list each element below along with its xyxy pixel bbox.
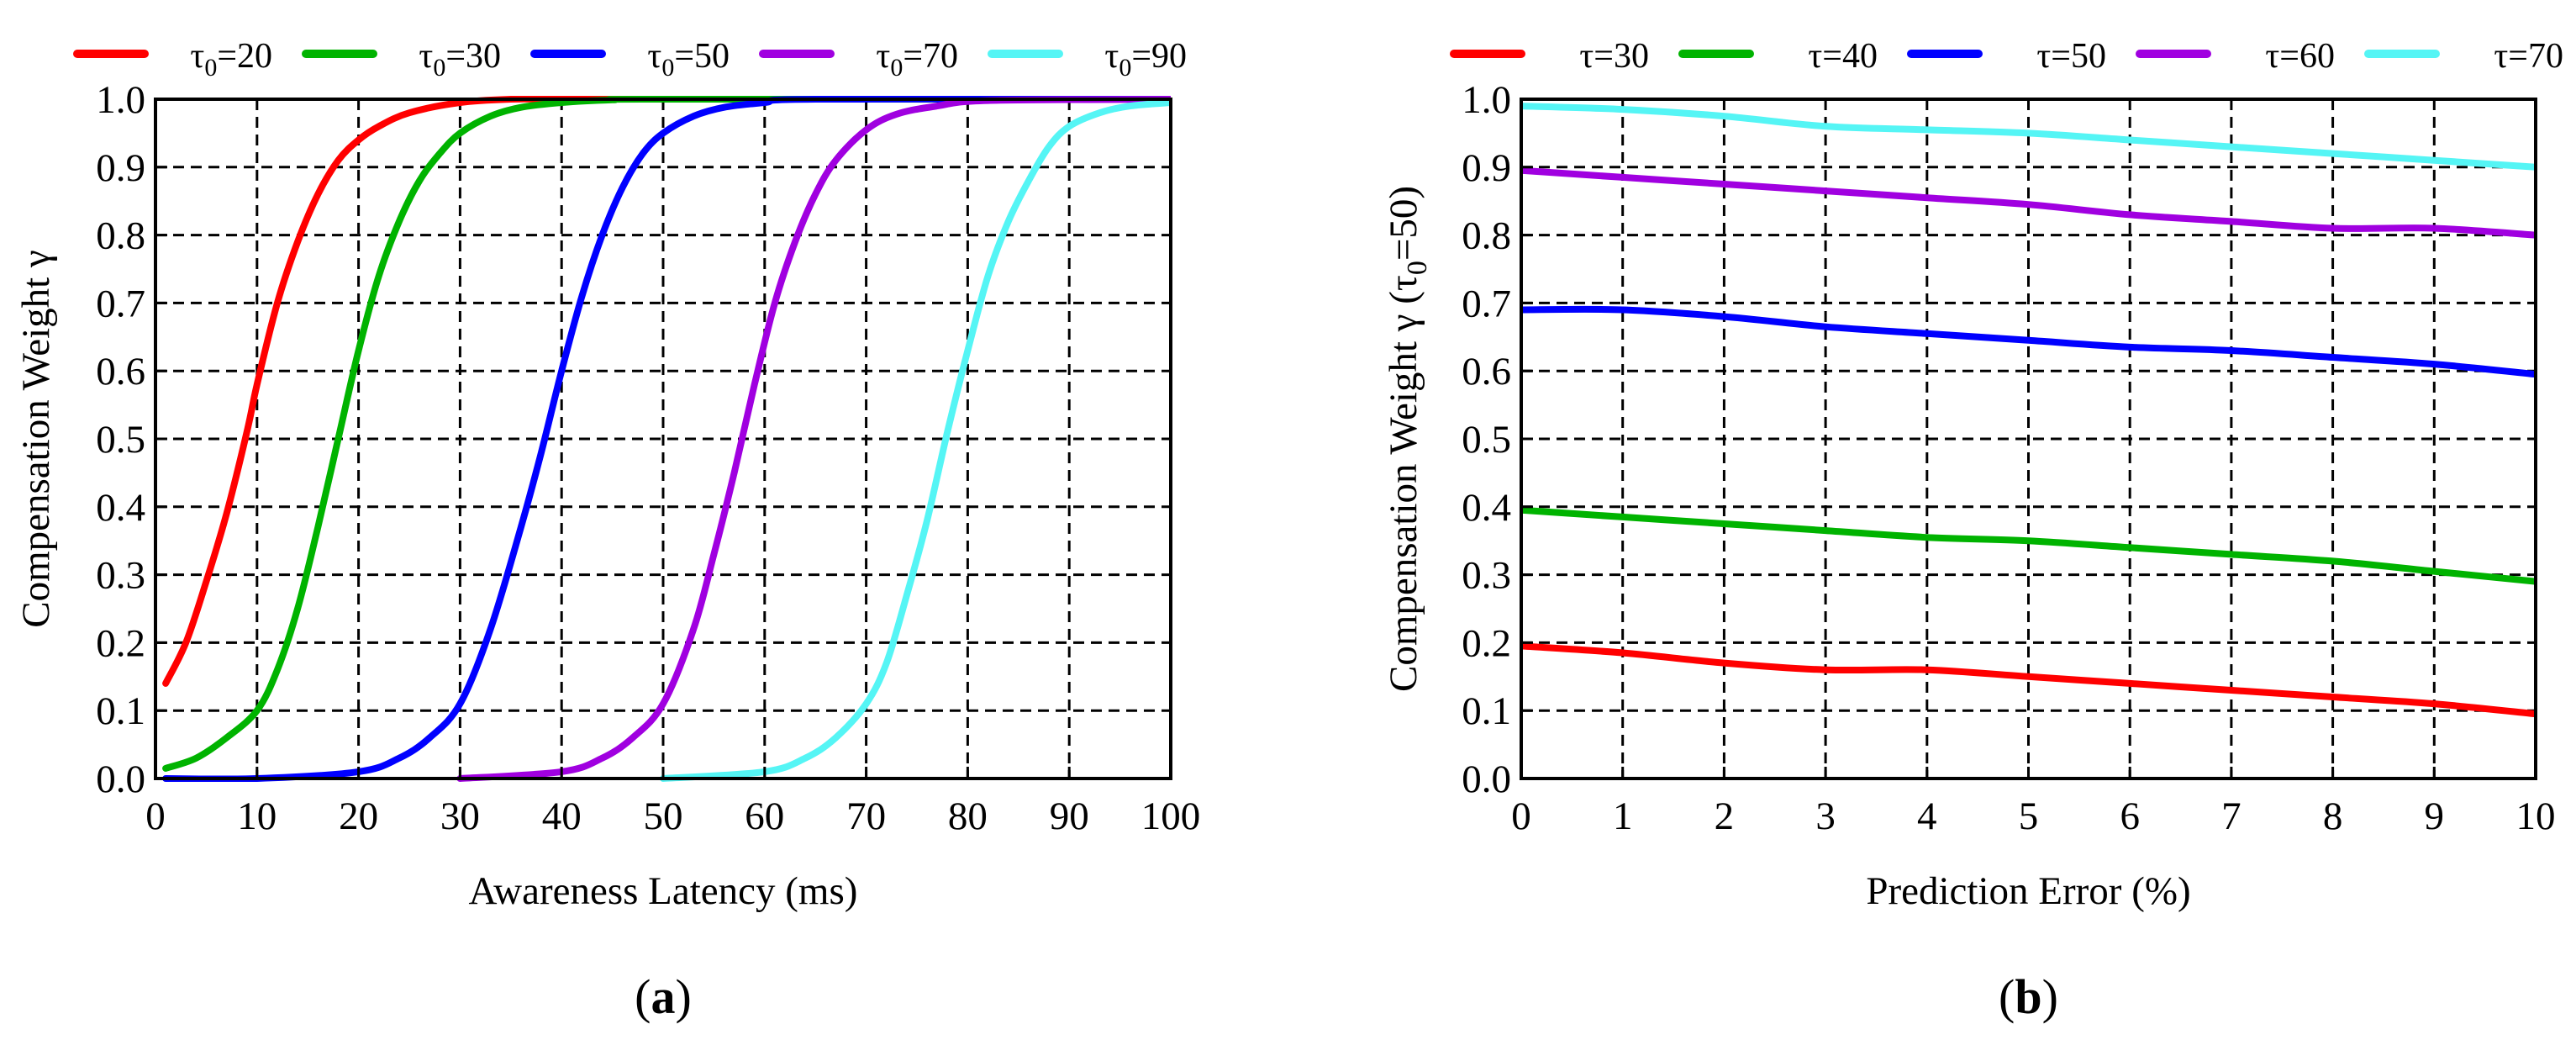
legend-label-1: τ0=20 [190, 37, 272, 82]
y-axis-label-part: =50) [1382, 186, 1425, 261]
legend-label-symbol: τ [190, 37, 204, 76]
legend-label-rest: =70 [903, 37, 958, 76]
y-tick-label: 0.9 [1462, 146, 1511, 190]
series-line-1 [162, 96, 1171, 687]
x-axis-label: Awareness Latency (ms) [469, 869, 858, 913]
y-axis-label: Compensation Weight γ [14, 250, 58, 628]
y-tick-label: 0.4 [1462, 486, 1511, 530]
panel-label: (b) [1999, 969, 2058, 1024]
series-line-4 [1521, 166, 2536, 239]
legend-label-rest: =50 [674, 37, 730, 76]
x-tick-label: 2 [1715, 794, 1735, 838]
x-tick-label: 6 [2120, 794, 2140, 838]
x-axis-label: Prediction Error (%) [1866, 869, 2190, 913]
x-tick-label: 100 [1141, 794, 1201, 838]
legend-label-4: τ0=70 [876, 37, 958, 82]
y-tick-label: 0.9 [96, 146, 145, 190]
y-axis-label-symbol: τ [1382, 275, 1425, 291]
legend-label-1: τ=30 [1579, 37, 1649, 76]
legend-label-symbol: τ [1104, 37, 1119, 76]
legend-label-4: τ=60 [2265, 37, 2335, 76]
series-line-4 [456, 96, 1171, 782]
legend-label-symbol: τ [647, 37, 661, 76]
y-tick-label: 0.6 [1462, 350, 1511, 393]
x-tick-label: 9 [2425, 794, 2445, 838]
panel-label-paren: ) [676, 969, 692, 1024]
y-tick-label: 0.3 [96, 554, 145, 598]
x-tick-label: 60 [745, 794, 784, 838]
y-tick-label: 0.6 [96, 350, 145, 393]
panel-label-letter: a [651, 969, 676, 1024]
legend-label-subscript: 0 [204, 54, 217, 82]
legend-label-subscript: 0 [890, 54, 903, 82]
y-tick-label: 1.0 [96, 78, 145, 122]
panel-label-paren: ( [1999, 969, 2015, 1024]
chart-panel-a: 0 10 20 30 40 50 60 70 80 90 100 0.0 0.1 0.2 0.3 0.4 0.5… [14, 37, 1200, 1024]
x-tick-label: 30 [440, 794, 480, 838]
y-tick-label: 0.0 [1462, 757, 1511, 801]
series-line-5 [1521, 103, 2536, 171]
x-tick-label: 10 [2516, 794, 2556, 838]
y-axis-label-subscript: 0 [1402, 261, 1433, 275]
x-tick-label: 20 [339, 794, 378, 838]
x-tick-label: 5 [2019, 794, 2039, 838]
legend-label-symbol: τ [419, 37, 433, 76]
legend-label-rest: =30 [445, 37, 501, 76]
legend-label-2: τ=40 [1808, 37, 1878, 76]
y-tick-label: 0.8 [1462, 214, 1511, 258]
chart-panel-b: 0 1 2 3 4 5 6 7 8 9 10 0.0 0.1 0.2 0.3 0.4 0.5 0.6 0.7 0.8 0… [1382, 37, 2563, 1024]
legend-label-3: τ0=50 [647, 37, 730, 82]
panel-label-paren: ) [2042, 969, 2058, 1024]
y-tick-label: 0.0 [96, 757, 145, 801]
y-tick-label: 0.3 [1462, 554, 1511, 598]
x-tick-label: 4 [1917, 794, 1937, 838]
x-tick-label: 7 [2221, 794, 2241, 838]
x-tick-label: 0 [1511, 794, 1531, 838]
x-tick-label: 3 [1815, 794, 1836, 838]
y-tick-label: 0.8 [96, 214, 145, 258]
y-tick-label: 0.1 [96, 689, 145, 733]
x-tick-label: 0 [145, 794, 166, 838]
legend-label-5: τ=70 [2494, 37, 2563, 76]
x-tick-label: 50 [644, 794, 683, 838]
x-tick-label: 1 [1613, 794, 1633, 838]
panel-label-letter: b [2015, 969, 2041, 1024]
panel-label: (a) [635, 969, 692, 1024]
y-tick-label: 0.5 [1462, 418, 1511, 462]
y-axis-label: Compensation Weight γ (τ0=50) [1382, 186, 1433, 692]
legend-label-rest: =20 [217, 37, 272, 76]
legend-label-symbol: τ [876, 37, 890, 76]
legend-label-subscript: 0 [661, 54, 674, 82]
series-line-3 [1521, 305, 2536, 378]
x-tick-label: 80 [948, 794, 988, 838]
legend-label-subscript: 0 [1119, 54, 1131, 82]
series-line-3 [162, 96, 1171, 782]
legend-label-3: τ=50 [2036, 37, 2106, 76]
y-tick-label: 0.7 [1462, 282, 1511, 325]
series-line-5 [660, 99, 1171, 782]
y-tick-label: 0.5 [96, 418, 145, 462]
y-tick-label: 0.1 [1462, 689, 1511, 733]
x-tick-label: 10 [237, 794, 277, 838]
series-line-1 [1521, 642, 2536, 718]
y-tick-label: 0.7 [96, 282, 145, 325]
y-axis-label-part: Compensation Weight γ ( [1382, 291, 1425, 692]
y-tick-label: 0.2 [1462, 621, 1511, 665]
x-tick-label: 70 [846, 794, 886, 838]
x-tick-label: 40 [542, 794, 582, 838]
x-tick-label: 8 [2323, 794, 2343, 838]
legend-label-subscript: 0 [433, 54, 445, 82]
legend-label-5: τ0=90 [1104, 37, 1187, 82]
x-tick-label: 90 [1050, 794, 1089, 838]
y-tick-label: 1.0 [1462, 78, 1511, 122]
y-tick-label: 0.2 [96, 621, 145, 665]
series-line-2 [1521, 506, 2536, 585]
legend-label-2: τ0=30 [419, 37, 501, 82]
legend-label-rest: =90 [1131, 37, 1187, 76]
panel-label-paren: ( [635, 969, 651, 1024]
y-tick-label: 0.4 [96, 486, 145, 530]
